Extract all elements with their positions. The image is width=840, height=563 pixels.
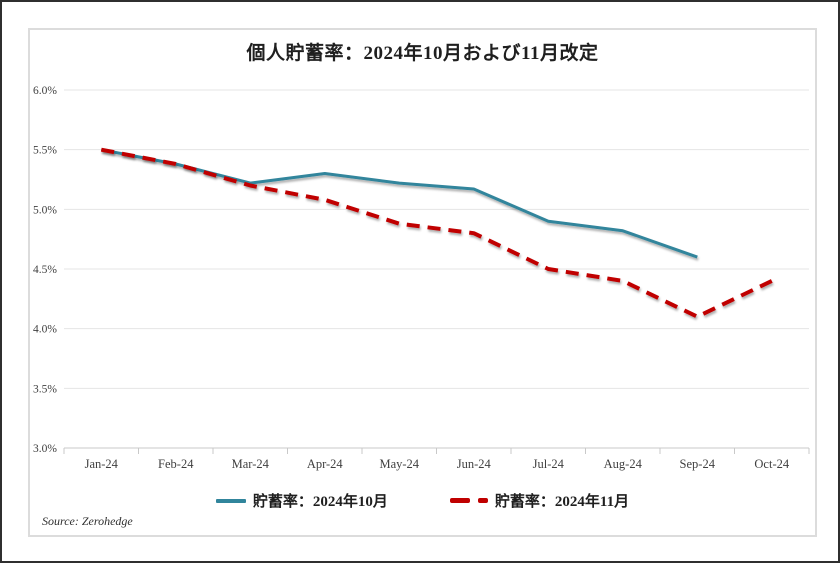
october-2024-revision-line	[101, 148, 698, 259]
y-tick-label: 4.5%	[33, 264, 57, 276]
source-note: Source: Zerohedge	[42, 514, 133, 528]
legend: 貯蓄率：2024年10月 貯蓄率：2024年11月	[30, 490, 815, 511]
x-tick-label: May-24	[379, 457, 419, 471]
plot-area: 3.0% 3.5% 4.0% 4.5% 5.0% 5.5% 6.0% Jan-24 Feb-24…	[33, 85, 810, 471]
november-2024-revision-line	[100, 147, 773, 319]
chart-title: 個人貯蓄率：2024年10月および11月改定	[246, 43, 599, 64]
x-tick-label: Apr-24	[307, 457, 344, 471]
y-tick-label: 4.0%	[33, 324, 57, 336]
october-line-swatch	[215, 498, 246, 503]
y-tick-label: 5.0%	[33, 204, 57, 216]
november-line-swatch	[449, 498, 488, 503]
x-tick-label: Mar-24	[232, 457, 270, 471]
x-tick-label: Oct-24	[754, 457, 789, 471]
y-tick-label: 5.5%	[33, 145, 57, 157]
y-tick-label: 6.0%	[33, 85, 57, 97]
legend-label-october: 貯蓄率：2024年10月	[252, 494, 388, 510]
y-tick-label: 3.5%	[33, 383, 57, 395]
x-tick-label: Jun-24	[457, 457, 492, 471]
x-tick-label: Feb-24	[158, 457, 194, 471]
x-tick-label: Sep-24	[680, 457, 716, 471]
chart-frame: 個人貯蓄率：2024年10月および11月改定 3.0% 3.5% 4.0% 4.5% 5…	[28, 28, 817, 537]
legend-label-november: 貯蓄率：2024年11月	[494, 494, 630, 510]
legend-item-october: 貯蓄率：2024年10月	[215, 490, 388, 511]
x-tick-label: Aug-24	[604, 457, 643, 471]
y-tick-label: 3.0%	[33, 443, 57, 455]
legend-item-november: 貯蓄率：2024年11月	[449, 490, 630, 511]
x-tick-label: Jan-24	[85, 457, 119, 471]
x-tick-label: Jul-24	[533, 457, 565, 471]
